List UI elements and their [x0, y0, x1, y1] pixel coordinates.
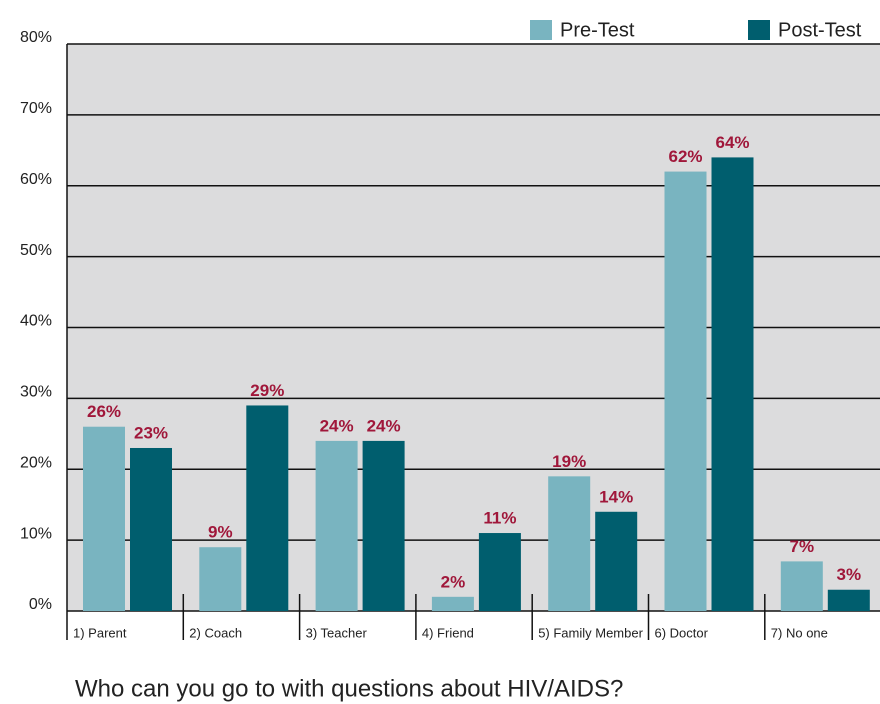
- data-label: 64%: [715, 133, 749, 152]
- y-tick-label: 70%: [20, 100, 52, 117]
- x-tick-label: 4) Friend: [422, 625, 474, 640]
- y-tick-label: 40%: [20, 313, 52, 330]
- data-label: 23%: [134, 423, 168, 442]
- data-label: 24%: [367, 416, 401, 435]
- legend-swatch: [748, 20, 770, 40]
- x-tick-label: 7) No one: [771, 625, 828, 640]
- bar: [478, 533, 521, 611]
- legend-label: Post-Test: [778, 19, 862, 41]
- x-tick-label: 6) Doctor: [655, 625, 709, 640]
- bar: [83, 426, 125, 611]
- legend-swatch: [530, 20, 552, 40]
- data-label: 24%: [320, 416, 354, 435]
- data-label: 62%: [668, 147, 702, 166]
- bar: [595, 511, 638, 611]
- bar: [664, 171, 707, 611]
- bar: [548, 476, 591, 611]
- bar: [199, 547, 242, 611]
- data-label: 9%: [208, 523, 233, 542]
- y-tick-label: 60%: [20, 171, 52, 188]
- y-tick-label: 80%: [20, 29, 52, 46]
- y-tick-label: 20%: [20, 454, 52, 471]
- x-tick-label: 1) Parent: [73, 625, 127, 640]
- chart-title: Who can you go to with questions about H…: [75, 675, 623, 702]
- data-label: 26%: [87, 402, 121, 421]
- data-label: 11%: [483, 509, 516, 528]
- data-label: 29%: [250, 381, 284, 400]
- bar: [780, 561, 823, 611]
- data-label: 7%: [790, 537, 815, 556]
- legend-label: Pre-Test: [560, 19, 635, 41]
- bar: [827, 589, 870, 611]
- bar: [711, 157, 754, 611]
- data-label: 3%: [837, 565, 862, 584]
- x-tick-label: 2) Coach: [189, 625, 242, 640]
- y-tick-label: 50%: [20, 242, 52, 259]
- y-tick-label: 0%: [29, 596, 52, 613]
- data-label: 14%: [599, 487, 633, 506]
- data-label: 2%: [441, 572, 466, 591]
- data-label: 19%: [552, 452, 586, 471]
- bar: [362, 440, 405, 611]
- y-tick-label: 10%: [20, 525, 52, 542]
- bar: [315, 440, 358, 611]
- x-tick-label: 3) Teacher: [306, 625, 368, 640]
- bar: [130, 447, 172, 611]
- bar: [431, 596, 474, 611]
- bar: [246, 405, 289, 611]
- y-tick-label: 30%: [20, 384, 52, 401]
- x-tick-label: 5) Family Member: [538, 625, 643, 640]
